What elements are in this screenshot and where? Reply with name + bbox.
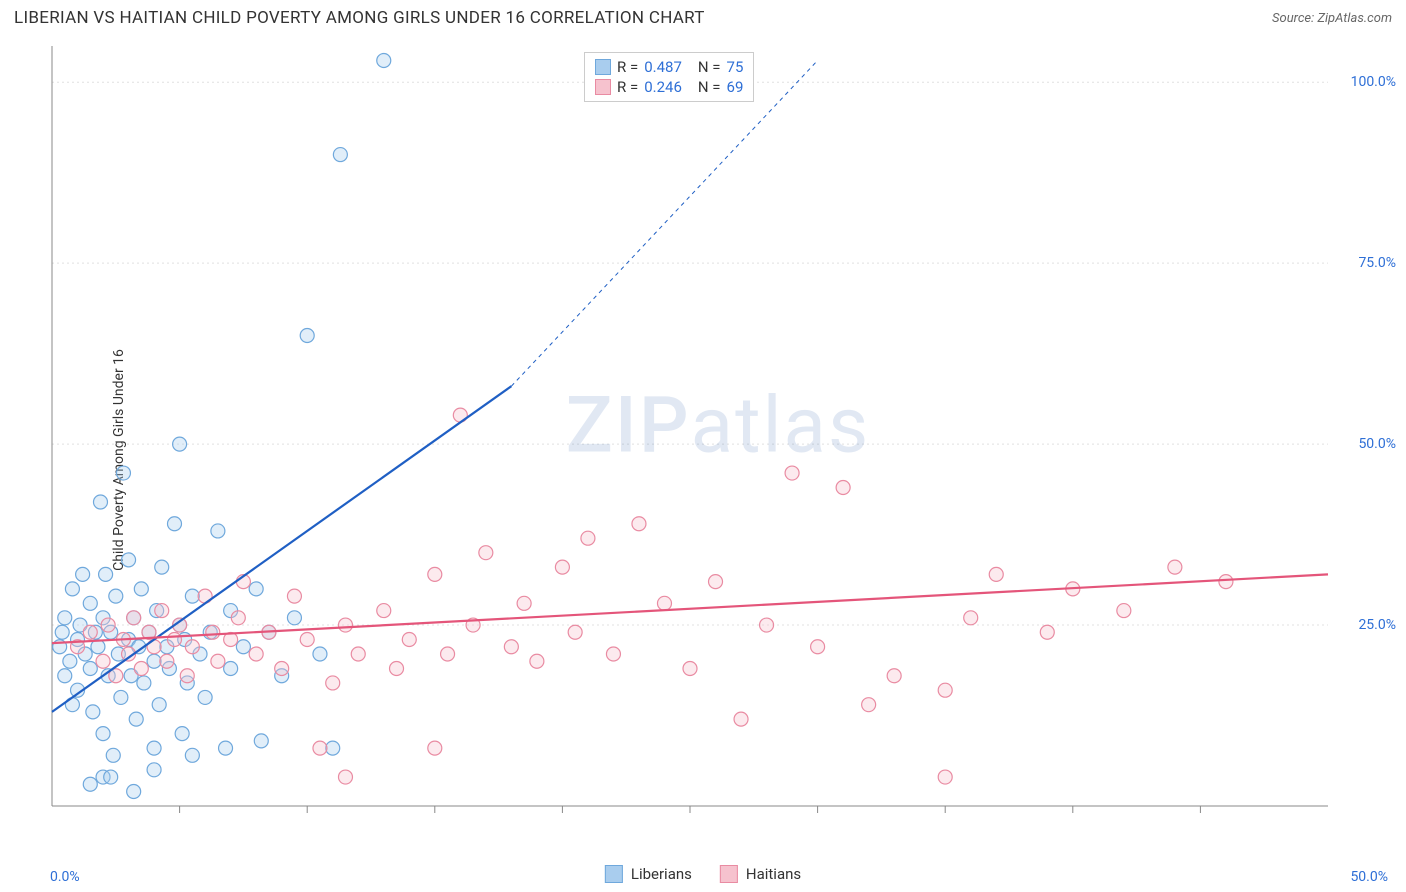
r-label: R = xyxy=(617,58,638,76)
x-axis-max-label: 50.0% xyxy=(1350,869,1388,885)
scatter-plot-svg xyxy=(48,42,1388,842)
source-credit: Source: ZipAtlas.com xyxy=(1272,11,1392,26)
r-label: R = xyxy=(617,78,638,96)
legend-item: Liberians xyxy=(605,865,692,883)
chart-title: LIBERIAN VS HAITIAN CHILD POVERTY AMONG … xyxy=(14,8,705,28)
n-value: 69 xyxy=(727,78,744,96)
swatch-icon xyxy=(605,865,623,883)
legend-item: Haitians xyxy=(720,865,801,883)
y-tick-label: 100.0% xyxy=(1351,74,1396,90)
series-legend: Liberians Haitians xyxy=(605,865,801,883)
swatch-icon xyxy=(595,59,611,75)
source-prefix: Source: xyxy=(1272,11,1317,26)
stats-row: R = 0.487 N = 75 xyxy=(595,57,743,77)
stats-legend-box: R = 0.487 N = 75 R = 0.246 N = 69 xyxy=(584,52,754,102)
n-value: 75 xyxy=(727,58,744,76)
y-tick-label: 75.0% xyxy=(1358,255,1396,271)
r-value: 0.487 xyxy=(644,58,682,76)
y-tick-label: 25.0% xyxy=(1358,617,1396,633)
legend-label: Liberians xyxy=(631,865,692,883)
chart-area: Child Poverty Among Girls Under 16 ZIPat… xyxy=(0,32,1406,887)
y-tick-label: 50.0% xyxy=(1358,436,1396,452)
legend-label: Haitians xyxy=(746,865,801,883)
stats-row: R = 0.246 N = 69 xyxy=(595,77,743,97)
chart-header: LIBERIAN VS HAITIAN CHILD POVERTY AMONG … xyxy=(0,0,1406,32)
swatch-icon xyxy=(720,865,738,883)
swatch-icon xyxy=(595,79,611,95)
n-label: N = xyxy=(698,78,721,96)
r-value: 0.246 xyxy=(644,78,682,96)
n-label: N = xyxy=(698,58,721,76)
source-name: ZipAtlas.com xyxy=(1317,11,1392,26)
plot-region: ZIPatlas R =0.487N =75R =0.246N =69 xyxy=(48,42,1388,842)
x-axis-min-label: 0.0% xyxy=(50,869,80,885)
